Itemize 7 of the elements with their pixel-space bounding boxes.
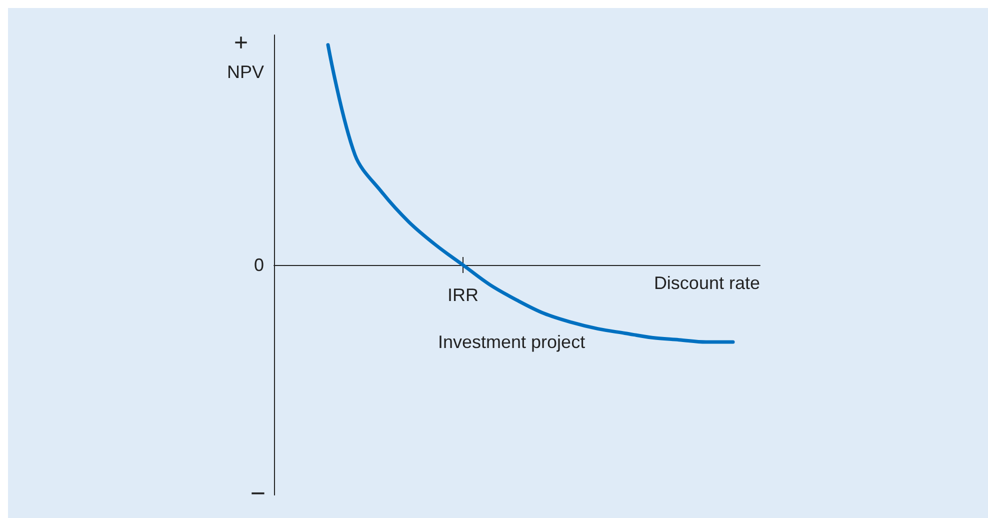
y-axis-title: NPV <box>226 62 264 82</box>
text: 0 <box>254 255 264 275</box>
series-label: Investment project <box>438 332 586 352</box>
text: + <box>234 30 248 56</box>
annotation: IRR <box>448 285 478 305</box>
x-axis-title: Discount rate <box>654 273 760 293</box>
text: − <box>250 478 266 508</box>
